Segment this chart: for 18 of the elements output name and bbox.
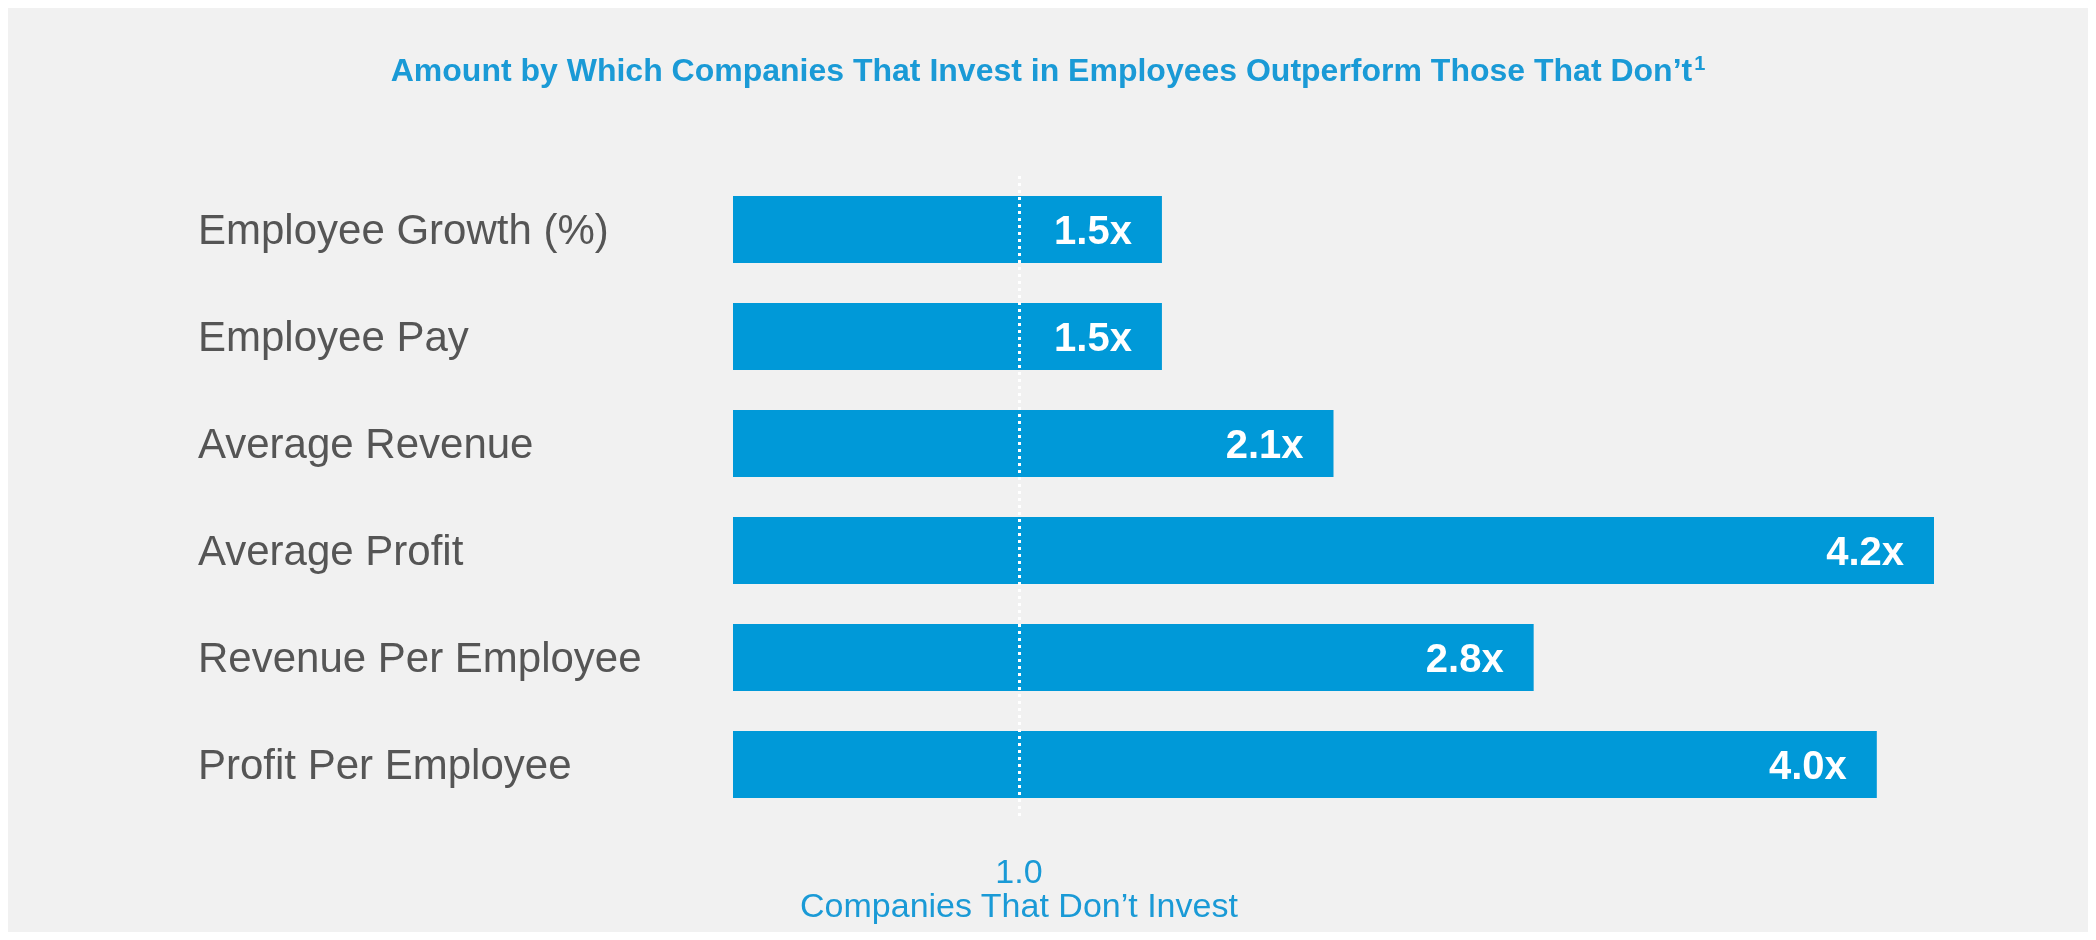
y-tick-label: Employee Growth (%) <box>198 206 609 253</box>
y-tick-label: Average Revenue <box>198 420 534 467</box>
y-tick-label: Revenue Per Employee <box>198 634 642 681</box>
data-label: 4.2x <box>1826 528 1904 573</box>
bar <box>733 517 1934 584</box>
bar <box>733 410 1334 477</box>
y-tick-label: Average Profit <box>198 527 464 574</box>
data-label: 2.8x <box>1425 635 1504 680</box>
data-label: 1.5x <box>1054 314 1132 359</box>
bar <box>733 624 1534 691</box>
y-tick-label: Employee Pay <box>198 313 469 360</box>
data-label: 2.1x <box>1225 421 1304 466</box>
bar <box>733 731 1877 798</box>
data-label: 1.5x <box>1054 207 1132 252</box>
data-label: 4.0x <box>1768 742 1847 787</box>
bar <box>733 196 1162 263</box>
y-tick-label: Profit Per Employee <box>198 741 572 788</box>
bar <box>733 303 1162 370</box>
